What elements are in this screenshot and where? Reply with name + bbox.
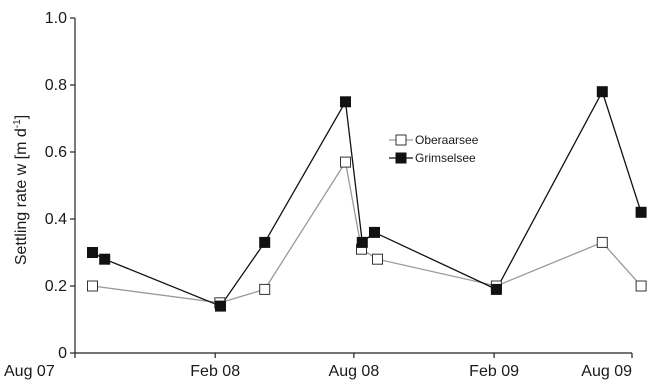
marker-grimselsee: [99, 253, 111, 265]
marker-grimselsee: [259, 236, 271, 248]
marker-grimselsee: [215, 300, 226, 312]
marker-grimselsee: [356, 236, 368, 248]
marker-grimselsee: [369, 226, 380, 238]
marker-oberaarsee: [340, 156, 351, 168]
series-line-oberaarsee: [92, 160, 642, 304]
x-tick-label: Feb 08: [190, 363, 240, 380]
legend-label: Grimselsee: [415, 151, 476, 165]
y-tick-label: 0: [58, 345, 67, 362]
marker-grimselsee: [635, 206, 647, 218]
marker-grimselsee: [87, 247, 98, 258]
series-markers: [87, 86, 647, 312]
x-axis-ticks: Aug 07 Feb 08 Aug 08 Feb 09 Aug 09: [4, 353, 633, 380]
legend: Oberaarsee Grimselsee: [389, 133, 479, 165]
series-line-grimselsee: [92, 90, 642, 307]
series-lines: [92, 90, 642, 307]
legend-marker: [395, 134, 407, 146]
x-tick-label: Aug 09: [581, 363, 632, 380]
marker-oberaarsee: [87, 280, 98, 292]
x-tick-label: Aug 07: [4, 363, 55, 380]
y-axis-title-superscript: -1: [12, 119, 23, 128]
marker-oberaarsee: [259, 283, 271, 295]
marker-grimselsee: [490, 283, 502, 295]
x-tick-label: Feb 09: [469, 363, 519, 380]
y-tick-label: 0.6: [45, 144, 67, 161]
axes: [74, 18, 632, 354]
marker-grimselsee: [340, 96, 351, 108]
marker-oberaarsee: [372, 253, 383, 265]
y-tick-label: 0.4: [45, 211, 67, 228]
y-tick-label: 0.8: [45, 77, 67, 94]
marker-grimselsee: [596, 86, 608, 98]
x-tick-label: Aug 08: [329, 363, 380, 380]
y-tick-label: 0.2: [45, 278, 67, 295]
y-tick-label: 1.0: [45, 10, 67, 27]
legend-label: Oberaarsee: [415, 133, 479, 147]
marker-oberaarsee: [596, 236, 608, 248]
y-axis-title: Settling rate w [m d-1]: [12, 115, 30, 265]
legend-marker: [395, 152, 407, 164]
marker-oberaarsee: [635, 280, 647, 292]
y-axis-ticks: 0 0.2 0.4 0.6 0.8 1.0: [45, 10, 75, 362]
